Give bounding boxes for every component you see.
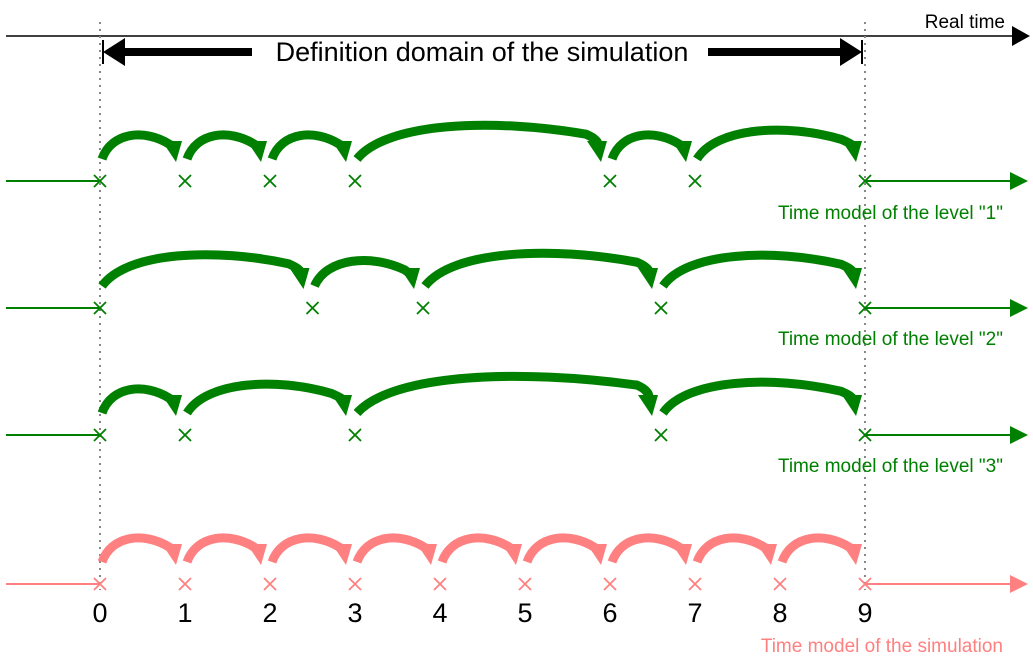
level-3-jump-arc xyxy=(97,384,179,415)
level-1-jump-arrowhead xyxy=(672,141,692,162)
simulation-time-point xyxy=(688,577,702,591)
simulation-jump-arrowhead xyxy=(247,544,267,565)
level-1-jump-arrowhead xyxy=(587,141,607,162)
level-3-jump-arrowhead xyxy=(638,395,658,416)
level-3-time-point xyxy=(178,428,192,442)
level-1-jump-arc xyxy=(693,125,858,162)
simulation-jump-arc xyxy=(437,533,519,564)
level-2-jump-arrowhead xyxy=(638,268,658,289)
level-1-time-point xyxy=(603,174,617,188)
simulation-jump-arc xyxy=(182,533,264,564)
level-2-axis-arrowhead xyxy=(1010,299,1028,317)
level-1-jump-arc xyxy=(607,130,689,161)
simulation-jump-arrowhead xyxy=(842,544,862,565)
level-1-jump-arrowhead xyxy=(332,141,352,162)
level-1-jump-arrowhead xyxy=(842,141,862,162)
level-3-label: Time model of the level "3" xyxy=(778,456,1003,477)
simulation-time-point xyxy=(433,577,447,591)
level-3-jump-arc xyxy=(659,377,858,416)
simulation-axis-arrowhead xyxy=(1010,575,1028,593)
level-1-time-point xyxy=(263,174,277,188)
level-3-time-point xyxy=(858,428,872,442)
simulation-jump-arrowhead xyxy=(332,544,352,565)
level-2-time-point xyxy=(654,301,668,315)
level-3-time-point xyxy=(654,428,668,442)
level-1-jump-arrowhead xyxy=(247,141,267,162)
simulation-time-point xyxy=(773,577,787,591)
simulation-jump-arrowhead xyxy=(757,544,777,565)
simulation-jump-arc xyxy=(692,533,774,564)
simulation-jump-arc xyxy=(607,533,689,564)
level-2-jump-arc xyxy=(98,250,306,289)
simulation-jump-arc xyxy=(522,533,604,564)
level-1-time-point xyxy=(93,174,107,188)
level-2-jump-arc xyxy=(659,250,858,289)
level-1-time-point xyxy=(688,174,702,188)
simulation-jump-arrowhead xyxy=(417,544,437,565)
level-1-jump-arc xyxy=(182,130,264,161)
simulation-jump-arc xyxy=(97,533,179,564)
level-2-label: Time model of the level "2" xyxy=(778,329,1003,350)
simulation-tick-label: 6 xyxy=(602,598,617,628)
simulation-jump-arrowhead xyxy=(162,544,182,565)
level-2-time-point xyxy=(858,301,872,315)
level-2-time-point xyxy=(305,301,320,315)
level-1-time-point xyxy=(178,174,192,188)
simulation-time-point xyxy=(858,577,872,591)
simulation-tick-label: 3 xyxy=(347,598,362,628)
level-3-jump-arrowhead xyxy=(162,395,182,416)
simulation-time-point xyxy=(603,577,617,591)
level-1-time-point xyxy=(348,174,362,188)
real-time-label: Real time xyxy=(925,12,1005,33)
level-1-jump-arrowhead xyxy=(162,141,182,162)
simulation-time-point xyxy=(263,577,277,591)
simulation-tick-label: 2 xyxy=(262,598,277,628)
simulation-tick-label: 7 xyxy=(687,598,702,628)
simulation-tick-label: 5 xyxy=(517,598,532,628)
level-2-jump-arrowhead xyxy=(842,268,862,289)
simulation-time-point xyxy=(518,577,532,591)
simulation-time-point xyxy=(93,577,107,591)
simulation-jump-arrowhead xyxy=(587,544,607,565)
level-2-time-point xyxy=(93,301,107,315)
simulation-jump-arc xyxy=(777,533,859,564)
level-3-time-point xyxy=(93,428,107,442)
simulation-tick-label: 1 xyxy=(177,598,192,628)
simulation-time-point xyxy=(348,577,362,591)
domain-arrow xyxy=(102,38,863,66)
simulation-tick-label: 9 xyxy=(857,598,872,628)
simulation-jump-arc xyxy=(352,533,434,564)
level-1-jump-arc xyxy=(267,130,349,161)
level-3-jump-arc xyxy=(183,379,348,416)
simulation-time-point xyxy=(178,577,192,591)
level-3-jump-arc xyxy=(353,371,654,417)
level-3-time-point xyxy=(348,428,362,442)
level-1-time-point xyxy=(858,174,872,188)
level-2-jump-arrowhead xyxy=(289,268,310,289)
level-1-jump-arc xyxy=(353,120,603,163)
level-3-axis-arrowhead xyxy=(1010,426,1028,444)
simulation-jump-arrowhead xyxy=(672,544,692,565)
level-2-jump-arrowhead xyxy=(400,268,420,289)
simulation-label: Time model of the simulation xyxy=(761,636,1003,657)
simulation-tick-label: 4 xyxy=(432,598,447,628)
simulation-jump-arc xyxy=(267,533,349,564)
real-time-arrowhead xyxy=(1012,26,1030,46)
level-2-jump-arc xyxy=(310,256,416,289)
level-1-jump-arc xyxy=(97,130,179,161)
simulation-tick-label: 8 xyxy=(772,598,787,628)
level-3-jump-arrowhead xyxy=(842,395,862,416)
level-3-jump-arrowhead xyxy=(332,395,352,416)
simulation-tick-label: 0 xyxy=(92,598,107,628)
level-2-jump-arc xyxy=(421,248,654,289)
domain-label: Definition domain of the simulation xyxy=(276,37,689,67)
level-2-time-point xyxy=(416,301,430,315)
simulation-jump-arrowhead xyxy=(502,544,522,565)
level-1-label: Time model of the level "1" xyxy=(778,203,1003,224)
level-1-axis-arrowhead xyxy=(1010,172,1028,190)
